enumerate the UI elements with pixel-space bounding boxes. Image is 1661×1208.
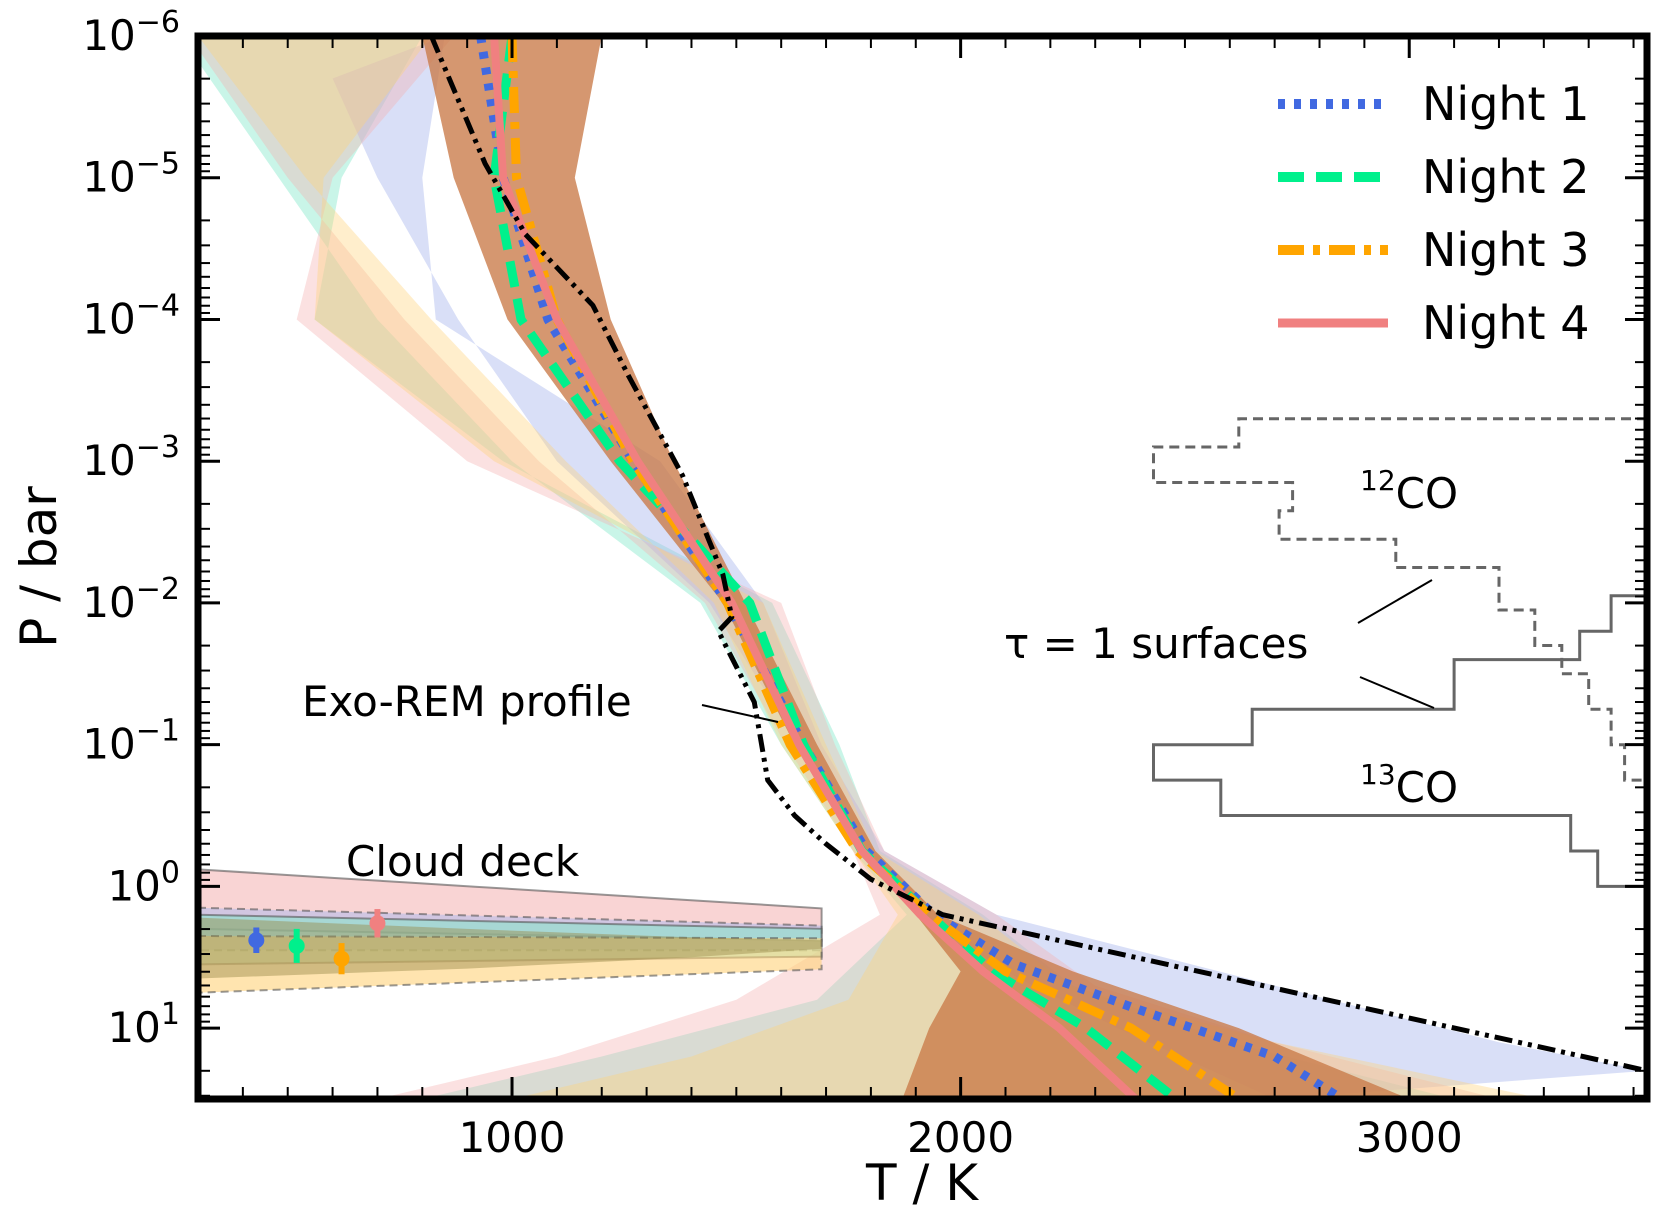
y-tick-base: 10 (107, 861, 160, 910)
y-tick-exponent: −3 (136, 430, 180, 465)
tau-13co-outline (1152, 594, 1647, 888)
y-tick-label: 10−6 (82, 5, 180, 60)
y-tick-base: 10 (82, 294, 135, 343)
y-tick-exponent: 1 (161, 997, 180, 1032)
tau-pointer-12co (1357, 579, 1433, 624)
cloud-marker-night2 (288, 937, 305, 954)
legend-label-night1: Night 1 (1422, 77, 1589, 131)
cloud-marker-night4 (369, 915, 386, 932)
exorem-pointer (701, 704, 779, 723)
x-tick-label: 3000 (1356, 1113, 1463, 1162)
plot-frame (194, 32, 1651, 1103)
y-tick-base: 10 (82, 578, 135, 627)
y-tick-exponent: −1 (136, 714, 180, 749)
y-tick-base: 10 (82, 436, 135, 485)
y-tick-label: 10−3 (82, 430, 180, 485)
co13-sup: 13 (1360, 758, 1396, 791)
band-center (422, 36, 1410, 1099)
y-tick-label: 10−5 (82, 147, 180, 202)
y-tick-label: 10−4 (82, 288, 180, 343)
cloud-marker-night3 (333, 950, 350, 967)
x-axis-title: T / K (865, 1154, 979, 1208)
line-exorem (428, 36, 1647, 1074)
y-tick-exponent: −4 (136, 288, 180, 323)
y-tick-base: 10 (107, 1003, 160, 1052)
y-tick-exponent: −2 (136, 572, 180, 607)
profile-lines (428, 36, 1647, 1099)
x-tick-label: 2000 (907, 1113, 1014, 1162)
co13-label: 13CO (1360, 758, 1458, 812)
y-tick-label: 10−1 (82, 714, 180, 769)
y-tick-exponent: −6 (136, 5, 180, 40)
tau-pointer-13co (1359, 676, 1435, 709)
cloud-band-night3 (198, 934, 823, 994)
y-tick-label: 10−2 (82, 572, 180, 627)
co12-base: CO (1396, 469, 1458, 518)
cloud-marker-night1 (248, 932, 265, 949)
cloud-deck-group (198, 868, 823, 994)
cloud-core (198, 917, 822, 979)
co12-label: 12CO (1360, 464, 1458, 518)
co13-base: CO (1396, 763, 1458, 812)
y-tick-label: 100 (107, 855, 180, 910)
legend-label-night3: Night 3 (1422, 223, 1589, 277)
y-tick-exponent: −5 (136, 147, 180, 182)
band-night4 (198, 36, 1499, 1099)
y-tick-base: 10 (82, 720, 135, 769)
y-tick-base: 10 (82, 11, 135, 60)
line-night4 (490, 36, 1139, 1099)
x-tick-label: 1000 (459, 1113, 566, 1162)
y-axis-title: P / bar (10, 486, 68, 648)
uncertainty-bands (198, 36, 1647, 1099)
legend-label-night2: Night 2 (1422, 150, 1589, 204)
legend-label-night4: Night 4 (1422, 296, 1589, 350)
tau-surfaces-group (1152, 417, 1647, 888)
y-tick-exponent: 0 (161, 855, 180, 890)
co12-sup: 12 (1360, 464, 1396, 497)
band-night2 (198, 36, 1455, 1099)
legend: Night 1 Night 2 Night 3 Night 4 (1278, 77, 1589, 350)
exorem-label: Exo-REM profile (302, 677, 632, 726)
y-tick-label: 101 (107, 997, 180, 1052)
tick-labels: 1000 2000 300010−610−510−410−310−210−11001… (82, 5, 1462, 1162)
cloud-deck-label: Cloud deck (346, 837, 580, 886)
band-night3 (198, 36, 1544, 1099)
tau-label: τ = 1 surfaces (1004, 619, 1308, 668)
tau-12co-outline (1152, 417, 1647, 782)
y-tick-base: 10 (82, 153, 135, 202)
line-night3 (507, 36, 1242, 1099)
